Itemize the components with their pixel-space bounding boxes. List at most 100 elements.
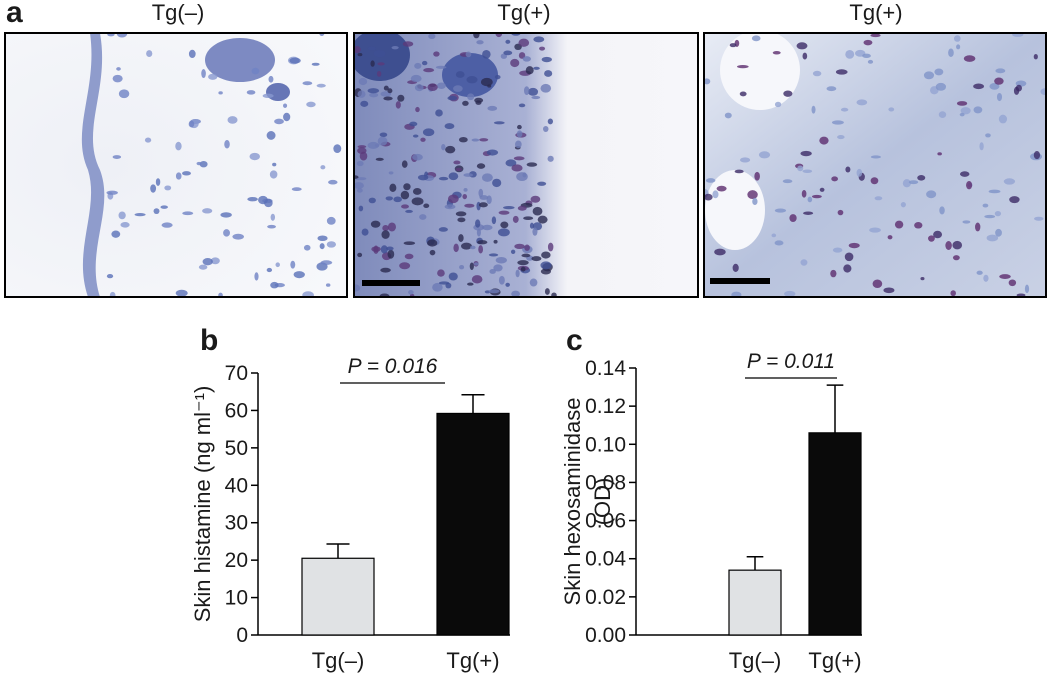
cell — [326, 216, 336, 225]
cell — [198, 264, 208, 270]
cell — [994, 211, 1002, 217]
cell — [116, 33, 128, 38]
p-value: P = 0.016 — [348, 355, 438, 378]
cell — [421, 60, 428, 66]
cell — [182, 211, 194, 216]
cell — [386, 246, 394, 251]
cell — [317, 235, 328, 242]
cell — [306, 101, 316, 108]
cell — [513, 156, 525, 161]
cell — [462, 100, 469, 106]
cell — [774, 240, 784, 246]
y-tick-label: 50 — [225, 437, 248, 460]
cell — [302, 81, 313, 86]
cell — [487, 105, 498, 111]
cell — [112, 155, 122, 159]
cell — [247, 196, 258, 202]
cell — [803, 211, 814, 215]
cell — [774, 101, 782, 108]
cell — [457, 217, 466, 223]
cell — [544, 70, 553, 77]
cell — [437, 269, 445, 277]
cell — [161, 222, 173, 228]
y-tick-label: 10 — [225, 587, 248, 610]
cell — [529, 222, 534, 229]
cell — [360, 100, 369, 107]
cell — [704, 78, 711, 85]
cell — [747, 190, 758, 200]
cell — [326, 241, 337, 248]
cell — [401, 204, 409, 209]
cell — [772, 50, 781, 55]
cell — [448, 272, 458, 281]
cell — [463, 173, 474, 177]
cell — [771, 233, 777, 238]
cell — [531, 256, 542, 262]
cell — [414, 84, 424, 92]
cell — [530, 195, 541, 203]
cell — [320, 260, 333, 265]
cell — [505, 159, 517, 167]
cell — [469, 245, 476, 250]
cell — [202, 258, 213, 266]
panel-label: a — [6, 0, 23, 29]
cell — [500, 53, 508, 59]
cell — [463, 188, 468, 192]
cell — [404, 253, 414, 260]
cell — [493, 264, 503, 272]
cell — [758, 151, 771, 159]
cell — [973, 106, 983, 114]
cell — [926, 190, 937, 199]
bar — [436, 412, 510, 636]
cell — [920, 277, 925, 281]
cell — [498, 275, 505, 285]
image-title: Tg(+) — [849, 0, 902, 25]
cell — [438, 227, 448, 232]
y-tick-label: 0.12 — [585, 395, 626, 418]
cell — [953, 35, 961, 42]
cell — [419, 214, 427, 220]
y-tick-label: 60 — [225, 399, 248, 422]
cell — [1024, 284, 1030, 294]
cell — [704, 193, 713, 201]
cell — [476, 40, 484, 45]
image-title: Tg(+) — [497, 0, 550, 25]
cell — [1033, 151, 1041, 160]
y-axis-label: Skin histamine (ng ml⁻¹) — [190, 386, 215, 623]
cell — [358, 77, 368, 86]
cell — [106, 190, 118, 195]
cell — [989, 82, 1000, 90]
cell — [479, 138, 489, 142]
cell — [862, 53, 871, 59]
cell — [754, 171, 760, 181]
cell — [155, 178, 161, 186]
cell — [400, 190, 410, 200]
cell — [800, 259, 808, 266]
cell — [976, 270, 983, 275]
cell — [547, 118, 554, 125]
cell — [802, 52, 808, 60]
cell — [521, 253, 531, 258]
cell — [435, 65, 447, 69]
cell — [831, 120, 844, 125]
cell — [517, 205, 527, 211]
cell — [933, 230, 943, 239]
cell — [328, 179, 338, 185]
cell — [358, 205, 364, 212]
bar — [301, 557, 375, 636]
cell — [478, 245, 484, 254]
cell — [289, 57, 301, 64]
cell — [283, 112, 291, 122]
y-tick-label: 0.10 — [585, 433, 626, 456]
cell — [874, 196, 883, 201]
cell — [511, 164, 523, 172]
cell — [934, 68, 944, 76]
cell — [249, 152, 260, 161]
cell — [1033, 53, 1038, 60]
cell — [960, 171, 970, 177]
cell — [374, 143, 380, 147]
cell — [469, 262, 474, 270]
cell — [246, 90, 256, 95]
cell — [498, 210, 510, 215]
cell — [465, 51, 472, 58]
